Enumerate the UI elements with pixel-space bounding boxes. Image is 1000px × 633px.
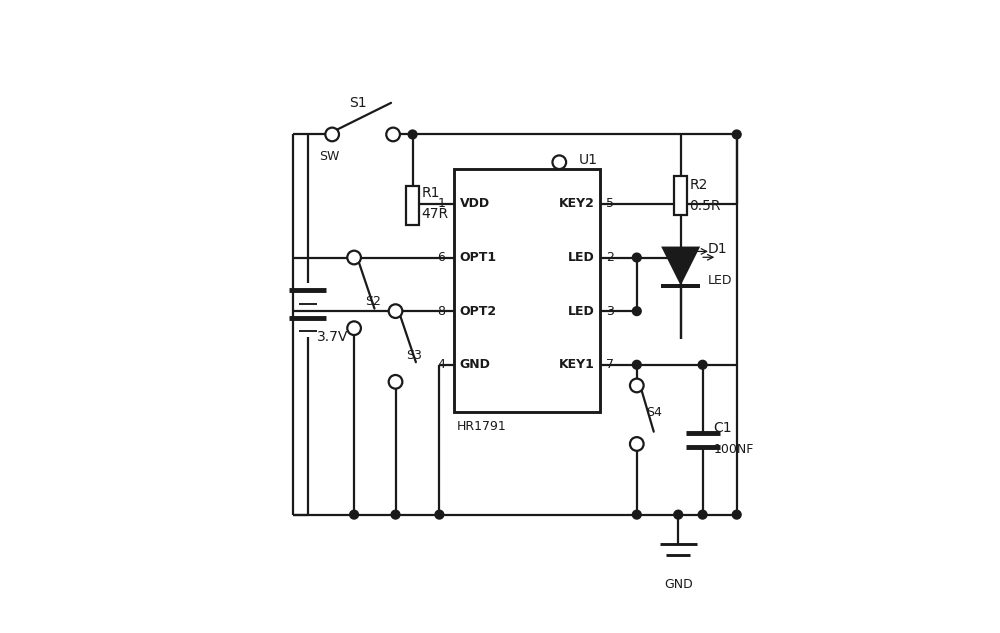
Circle shape	[630, 437, 644, 451]
Text: 100NF: 100NF	[713, 443, 754, 456]
Text: SW: SW	[320, 150, 340, 163]
Circle shape	[552, 156, 566, 169]
Circle shape	[632, 360, 641, 369]
Circle shape	[632, 510, 641, 519]
Text: VDD: VDD	[460, 197, 490, 210]
Text: KEY2: KEY2	[559, 197, 594, 210]
Circle shape	[325, 128, 339, 141]
Text: 3.7V: 3.7V	[317, 330, 348, 344]
Text: 1: 1	[437, 197, 445, 210]
Circle shape	[389, 375, 402, 389]
Text: 3: 3	[606, 304, 614, 318]
Text: 2: 2	[606, 251, 614, 264]
Text: R1: R1	[421, 186, 440, 200]
Text: KEY1: KEY1	[559, 358, 594, 371]
Circle shape	[732, 130, 741, 139]
Circle shape	[698, 360, 707, 369]
Circle shape	[732, 510, 741, 519]
Text: 8: 8	[437, 304, 445, 318]
Circle shape	[632, 253, 641, 262]
Circle shape	[386, 128, 400, 141]
Circle shape	[435, 510, 444, 519]
Circle shape	[408, 130, 417, 139]
Circle shape	[347, 322, 361, 335]
Text: U1: U1	[579, 153, 598, 166]
Bar	[674, 176, 687, 215]
Text: LED: LED	[707, 274, 732, 287]
Text: S1: S1	[349, 96, 367, 110]
Text: S4: S4	[647, 406, 662, 419]
Circle shape	[698, 510, 707, 519]
Bar	[454, 168, 600, 412]
Bar	[406, 185, 419, 225]
Text: S3: S3	[406, 349, 422, 361]
Circle shape	[632, 307, 641, 315]
Text: R2: R2	[689, 178, 708, 192]
Text: GND: GND	[664, 578, 693, 591]
Polygon shape	[661, 247, 700, 285]
Text: D1: D1	[707, 242, 727, 256]
Circle shape	[350, 510, 358, 519]
Text: 7: 7	[606, 358, 614, 371]
Text: S2: S2	[365, 295, 381, 308]
Text: C1: C1	[713, 420, 732, 434]
Text: LED: LED	[568, 304, 594, 318]
Text: 0.5R: 0.5R	[689, 199, 721, 213]
Circle shape	[389, 304, 402, 318]
Circle shape	[630, 379, 644, 392]
Text: 6: 6	[437, 251, 445, 264]
Circle shape	[391, 510, 400, 519]
Text: 5: 5	[606, 197, 614, 210]
Text: 4: 4	[437, 358, 445, 371]
Text: OPT1: OPT1	[460, 251, 497, 264]
Text: LED: LED	[568, 251, 594, 264]
Circle shape	[674, 510, 683, 519]
Text: GND: GND	[460, 358, 491, 371]
Text: 47R: 47R	[421, 207, 448, 221]
Circle shape	[347, 251, 361, 265]
Text: HR1791: HR1791	[456, 420, 506, 434]
Text: OPT2: OPT2	[460, 304, 497, 318]
